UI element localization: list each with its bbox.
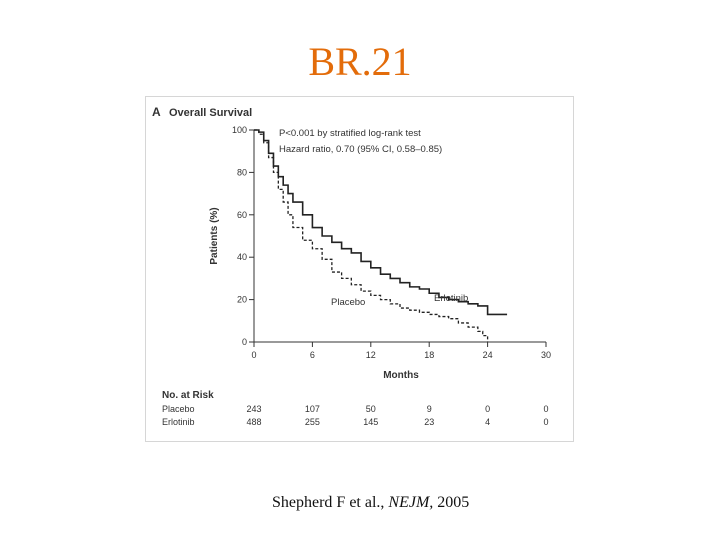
risk-value-erlotinib: 23 xyxy=(424,417,434,427)
km-line-placebo xyxy=(254,129,489,342)
y-tick-label: 0 xyxy=(242,337,247,347)
panel-letter: A xyxy=(152,105,161,119)
risk-row-label-placebo: Placebo xyxy=(162,404,195,414)
citation-authors: Shepherd F et al., xyxy=(272,494,389,511)
risk-value-placebo: 9 xyxy=(427,404,432,414)
risk-value-placebo: 0 xyxy=(485,404,490,414)
risk-value-erlotinib: 4 xyxy=(485,417,490,427)
km-line-erlotinib xyxy=(254,129,508,316)
risk-value-placebo: 50 xyxy=(366,404,376,414)
annotation-hazard-ratio: Hazard ratio, 0.70 (95% CI, 0.58–0.85) xyxy=(279,144,442,155)
risk-value-placebo: 243 xyxy=(246,404,261,414)
annotation-pvalue: P<0.001 by stratified log-rank test xyxy=(279,128,421,139)
slide-title: BR.21 xyxy=(308,39,412,84)
y-tick-label: 80 xyxy=(237,167,247,177)
y-tick-label: 40 xyxy=(237,252,247,262)
citation-year: 2005 xyxy=(433,494,470,511)
x-axis-label: Months xyxy=(383,370,419,381)
y-tick-label: 60 xyxy=(237,210,247,220)
x-tick-label: 18 xyxy=(424,350,434,360)
series-label-erlotinib: Erlotinib xyxy=(434,293,468,304)
risk-value-placebo: 0 xyxy=(543,404,548,414)
chart-title: Overall Survival xyxy=(169,107,252,119)
km-chart: A Overall Survival P<0.001 by stratified… xyxy=(152,105,551,427)
x-tick-label: 6 xyxy=(310,350,315,360)
risk-value-erlotinib: 488 xyxy=(246,417,261,427)
citation-journal: NEJM, xyxy=(388,494,434,511)
citation: Shepherd F et al., NEJM, 2005 xyxy=(272,494,469,512)
risk-value-placebo: 107 xyxy=(305,404,320,414)
x-tick-label: 0 xyxy=(251,350,256,360)
risk-value-erlotinib: 0 xyxy=(543,417,548,427)
km-figure: A Overall Survival P<0.001 by stratified… xyxy=(145,96,574,442)
y-axis-label: Patients (%) xyxy=(209,207,220,264)
x-tick-label: 12 xyxy=(366,350,376,360)
risk-value-erlotinib: 145 xyxy=(363,417,378,427)
risk-table-header: No. at Risk xyxy=(162,390,214,401)
x-tick-label: 30 xyxy=(541,350,551,360)
x-tick-label: 24 xyxy=(483,350,493,360)
risk-value-erlotinib: 255 xyxy=(305,417,320,427)
y-tick-label: 20 xyxy=(237,295,247,305)
y-tick-label: 100 xyxy=(232,125,247,135)
series-label-placebo: Placebo xyxy=(331,297,365,308)
risk-row-label-erlotinib: Erlotinib xyxy=(162,417,195,427)
